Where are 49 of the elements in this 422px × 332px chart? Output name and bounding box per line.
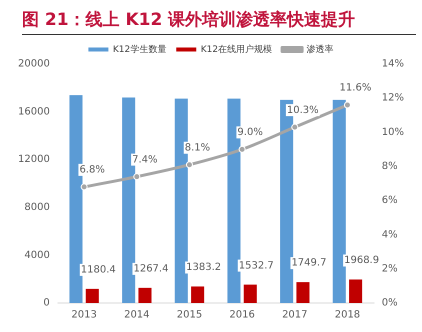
y2-tick-label: 14% [382,58,404,70]
bar [191,286,204,303]
y2-tick-label: 0% [382,298,398,309]
x-tick-label: 2013 [71,310,97,321]
x-tick-label: 2016 [229,310,255,321]
y2-tick-label: 8% [382,161,398,172]
legend-label: K12学生数量 [112,44,166,55]
point [344,101,351,108]
x-tick-label: 2017 [282,310,308,321]
bar [138,288,152,303]
x-tick-label: 2014 [124,310,150,321]
data-label: 1267.4 [133,263,168,274]
data-label: 11.6% [340,82,372,94]
point [238,146,246,153]
point [291,124,298,131]
y2-tick-label: 12% [382,92,404,104]
x-tick-label: 2018 [334,310,360,321]
bar [332,100,346,303]
point [80,183,88,190]
y-tick-label: 8000 [24,202,50,213]
bar [86,288,99,303]
data-label: 1532.7 [238,260,274,272]
data-label: 6.8% [79,164,105,176]
y-tick-label: 20000 [18,58,50,70]
data-label: 10.3% [286,104,319,116]
point [186,161,193,168]
data-label: 1180.4 [80,264,116,276]
y-tick-label: 4000 [24,250,50,261]
data-label: 1749.7 [291,258,326,269]
y2-tick-label: 2% [382,263,398,274]
x-tick-label: 2015 [176,310,202,321]
bar [244,284,257,303]
legend-label: 渗透率 [306,44,334,55]
y2-tick-label: 6% [382,195,398,206]
point [133,173,140,180]
y2-tick-label: 4% [382,229,398,240]
data-label: 1383.2 [186,262,222,274]
bar [349,279,362,303]
data-label: 8.1% [184,142,210,154]
legend-label: K12在线用户规模 [200,44,272,55]
data-label: 9.0% [237,126,263,138]
y-tick-label: 0 [43,298,50,309]
y2-tick-label: 10% [382,126,404,138]
chart-title: 图 21：线上 K12 课外培训渗透率快速提升 [22,8,416,35]
y-tick-label: 12000 [18,154,50,166]
y-tick-label: 16000 [18,106,50,118]
data-label: 7.4% [132,154,158,166]
bar [296,282,310,303]
data-label: 1968.9 [344,255,380,266]
